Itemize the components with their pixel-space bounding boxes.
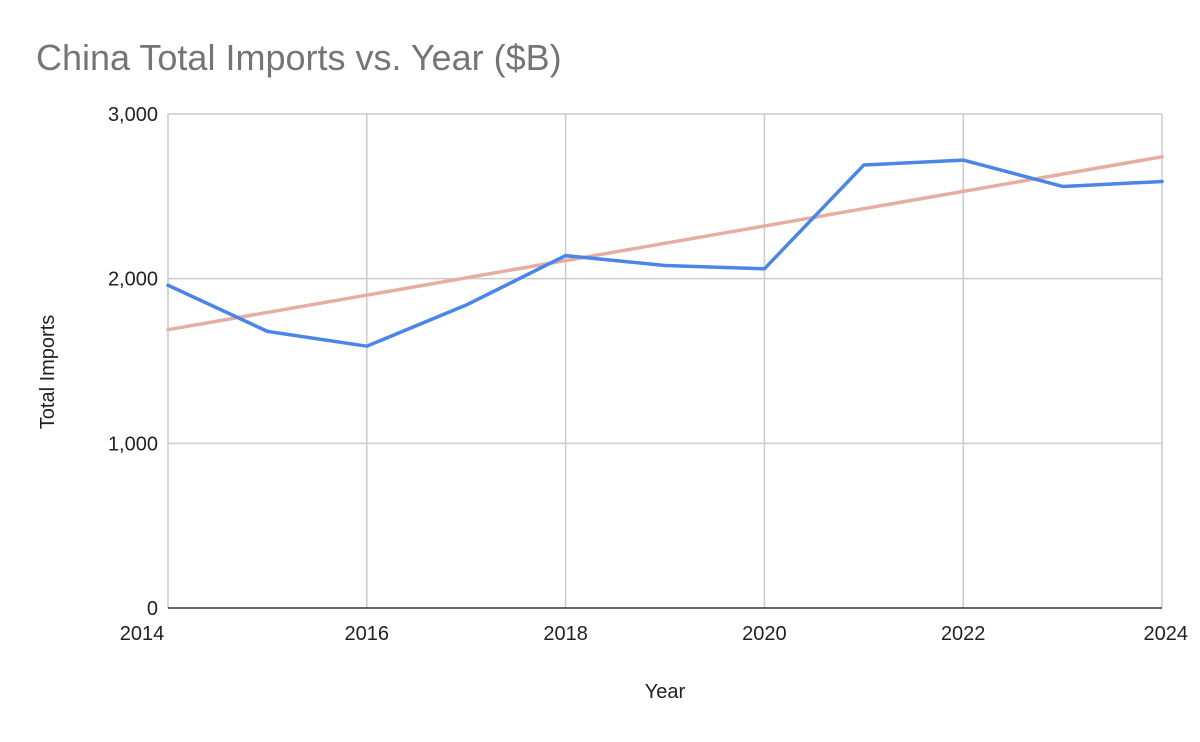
- x-tick-label: 2016: [345, 623, 390, 645]
- trendline: [166, 155, 1164, 332]
- series-line-total-imports: [166, 158, 1164, 348]
- y-tick-label: 1,000: [108, 433, 158, 455]
- x-axis-ticks: 2014 2016 2018 2020 2022 2024: [120, 623, 1188, 645]
- x-axis-label: Year: [645, 681, 686, 703]
- x-tick-label: 2018: [543, 623, 588, 645]
- y-tick-label: 2,000: [108, 269, 158, 291]
- grid: [167, 113, 1163, 608]
- y-axis-ticks: 0 1,000 2,000 3,000: [108, 104, 158, 620]
- x-tick-label: 2020: [742, 623, 787, 645]
- x-tick-label: 2014: [120, 623, 165, 645]
- x-tick-label: 2024: [1144, 623, 1189, 645]
- x-tick-label: 2022: [941, 623, 986, 645]
- y-tick-label: 3,000: [108, 104, 158, 126]
- y-axis-label: Total Imports: [37, 315, 59, 429]
- chart-title: China Total Imports vs. Year ($B): [36, 37, 562, 78]
- y-tick-label: 0: [147, 598, 158, 620]
